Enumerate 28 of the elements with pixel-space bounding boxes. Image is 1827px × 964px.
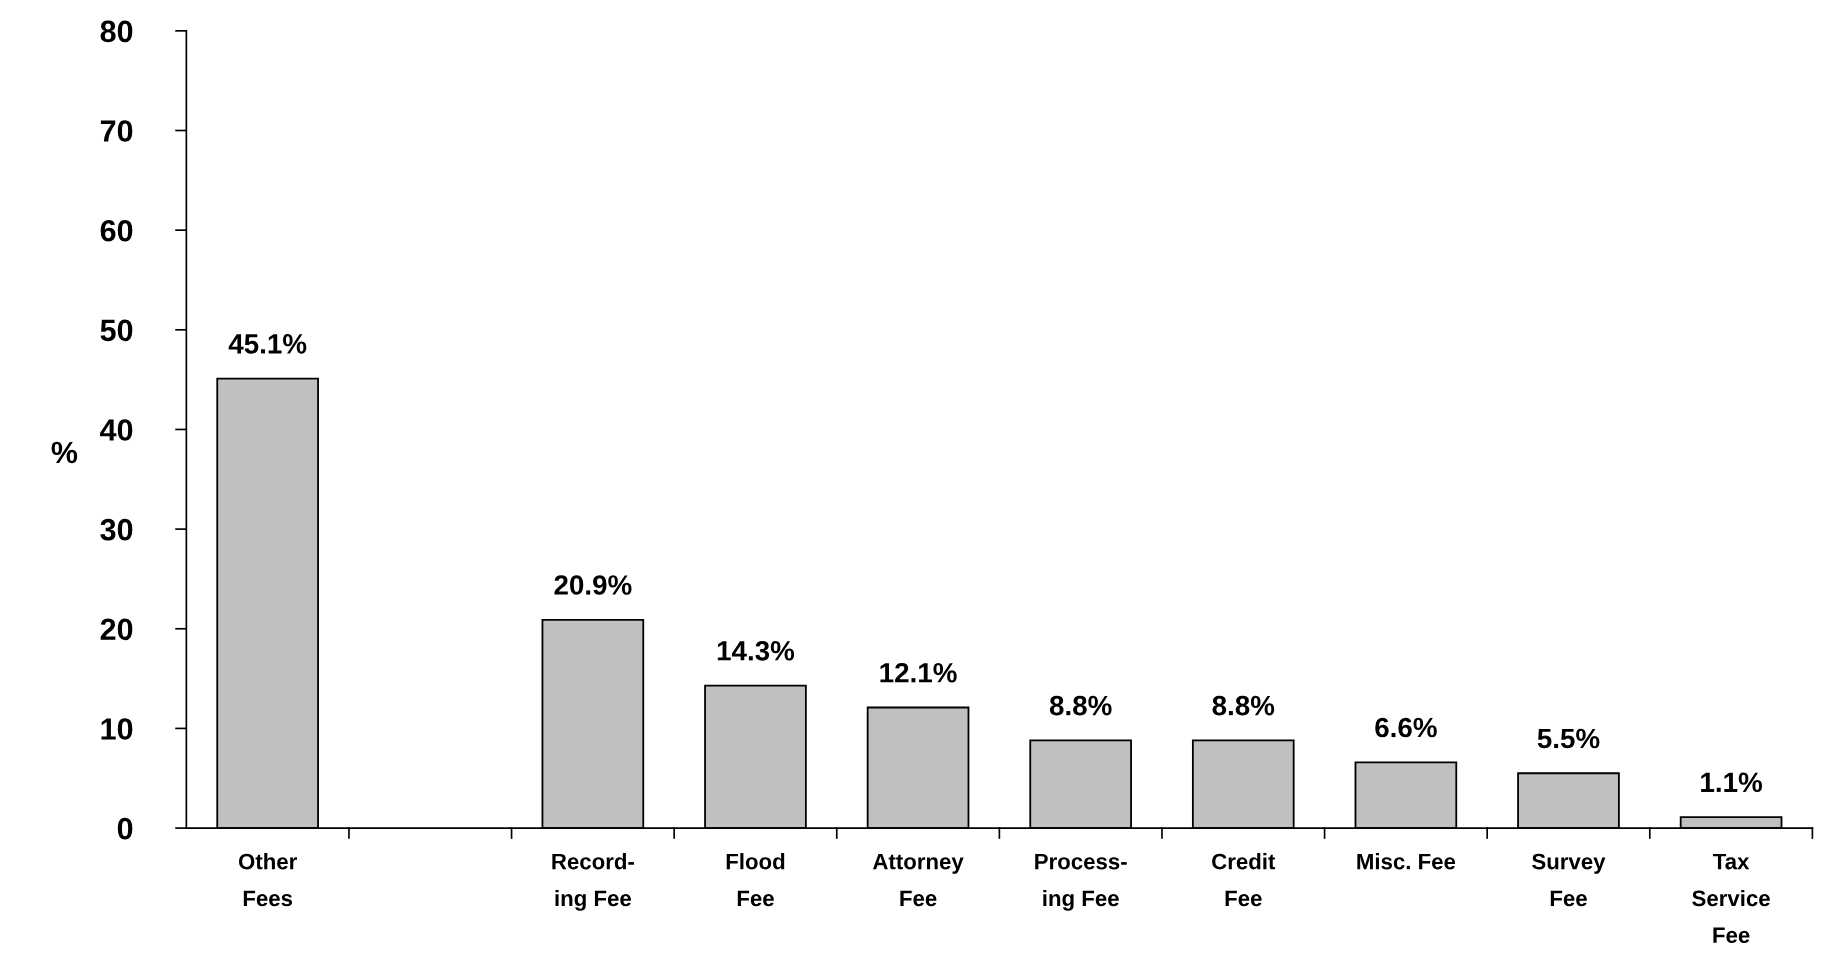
x-tick-label: Survey Fee: [1532, 853, 1606, 907]
y-axis-title: %: [51, 441, 78, 464]
data-label: 45.1%: [228, 334, 307, 354]
x-tick-label: Process- ing Fee: [1035, 853, 1127, 911]
y-tick-label: 20: [100, 618, 133, 641]
x-tick-label: Record- ing Fee: [552, 853, 634, 911]
x-tick-label: Misc. Fee: [1357, 853, 1456, 870]
y-tick-label: 60: [100, 219, 133, 242]
data-label: 1.1%: [1701, 772, 1763, 793]
y-tick-label: 0: [117, 817, 133, 840]
y-tick-label: 50: [100, 319, 133, 342]
y-tick-label: 10: [101, 718, 133, 740]
y-tick-label: 80: [100, 20, 133, 43]
y-tick-label: 30: [100, 518, 133, 541]
data-label: 5.5%: [1537, 728, 1600, 749]
data-label: 8.8%: [1049, 695, 1112, 716]
x-tick-label: Flood Fee: [726, 853, 785, 907]
x-tick-label: Other Fees: [238, 853, 297, 907]
x-tick-label: Attorney Fee: [872, 853, 964, 907]
data-label: 6.6%: [1375, 717, 1437, 738]
data-label: 8.8%: [1212, 695, 1275, 716]
data-label: 20.9%: [554, 575, 632, 595]
data-label: 14.3%: [717, 640, 795, 661]
y-tick-label: 70: [100, 120, 133, 142]
x-tick-label: Credit Fee: [1212, 853, 1276, 907]
y-tick-label: 40: [100, 419, 133, 441]
data-label: 12.1%: [880, 662, 957, 683]
x-tick-label: Tax Service Fee: [1692, 853, 1770, 944]
